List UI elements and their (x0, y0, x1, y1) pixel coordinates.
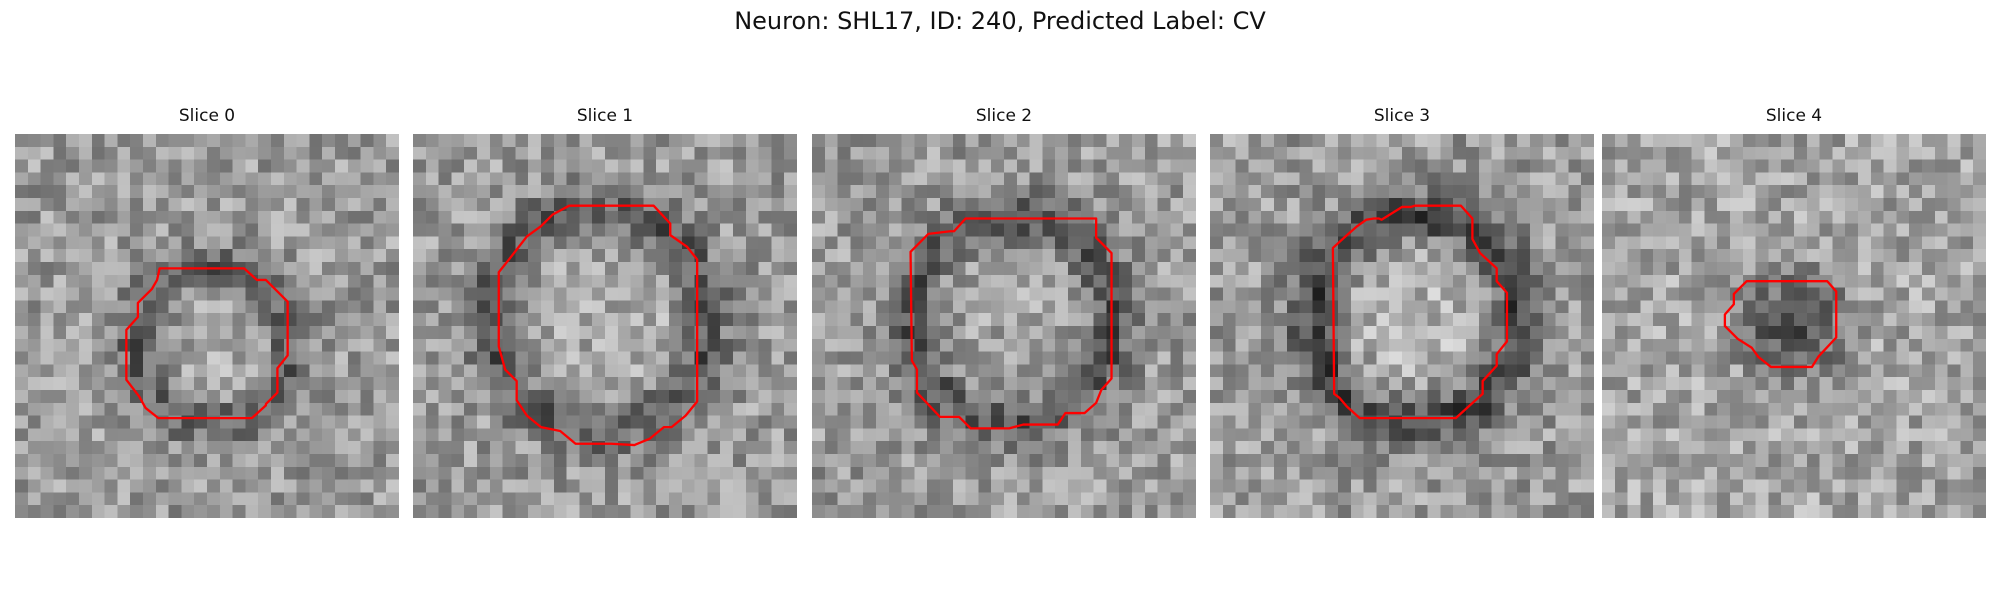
slice-panel-4: Slice 4 (1602, 106, 1986, 518)
slice-panel-3: Slice 3 (1210, 106, 1594, 518)
slice-pixels-2 (812, 134, 1196, 518)
contour-outline-2 (909, 217, 1113, 430)
slice-pixels-4 (1602, 134, 1986, 518)
slice-title-3: Slice 3 (1373, 106, 1431, 126)
slice-pixels-3 (1210, 134, 1594, 518)
figure-title: Neuron: SHL17, ID: 240, Predicted Label:… (734, 7, 1266, 35)
slice-title-2: Slice 2 (975, 106, 1033, 126)
contour-outline-0 (125, 267, 289, 420)
slice-panel-2: Slice 2 (812, 106, 1196, 518)
slice-panel-0: Slice 0 (15, 106, 399, 518)
contour-outline-3 (1331, 204, 1509, 420)
contour-outline-1 (497, 204, 699, 447)
slice-image-0 (15, 134, 399, 518)
slice-title-1: Slice 1 (576, 106, 634, 126)
slice-panel-1: Slice 1 (413, 106, 797, 518)
slice-image-1 (413, 134, 797, 518)
slice-pixels-1 (413, 134, 797, 518)
slice-title-4: Slice 4 (1765, 106, 1823, 126)
slice-image-4 (1602, 134, 1986, 518)
slice-pixels-0 (15, 134, 399, 518)
slice-image-3 (1210, 134, 1594, 518)
slice-title-0: Slice 0 (178, 106, 236, 126)
contour-outline-4 (1723, 280, 1838, 369)
slice-image-2 (812, 134, 1196, 518)
